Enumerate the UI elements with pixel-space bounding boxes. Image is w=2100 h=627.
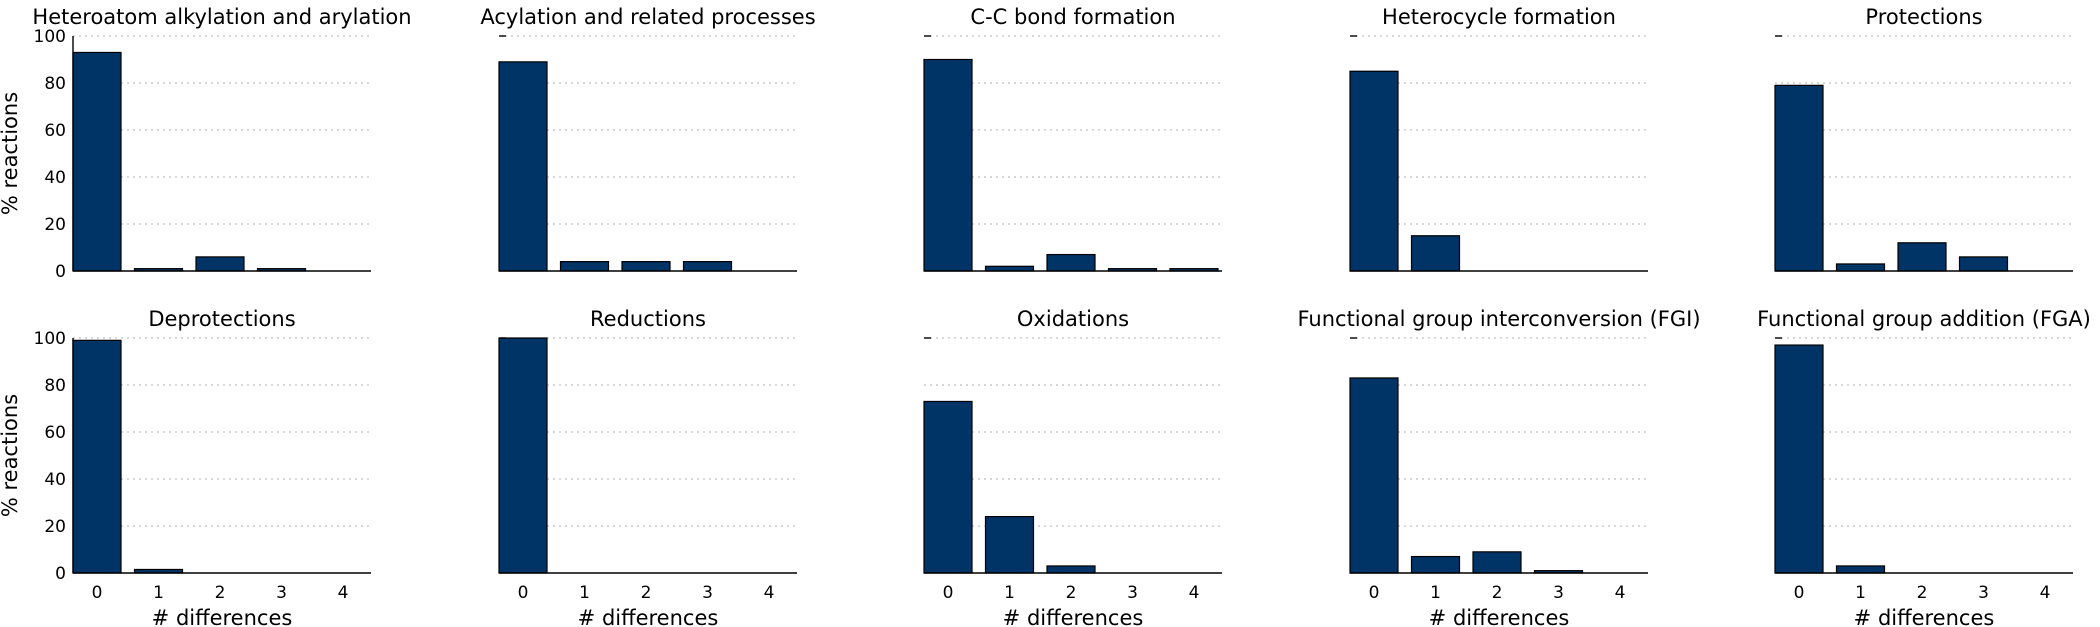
x-tick-label: 0 bbox=[1369, 583, 1380, 603]
panel-title: C-C bond formation bbox=[970, 5, 1175, 29]
panel-title: Oxidations bbox=[1017, 307, 1129, 331]
y-tick-label: 0 bbox=[55, 564, 66, 584]
x-tick-label: 2 bbox=[1492, 583, 1503, 603]
bar-0 bbox=[1774, 84, 1824, 272]
bar-0 bbox=[72, 339, 122, 574]
x-tick-label: 3 bbox=[702, 583, 713, 603]
x-tick-label: 4 bbox=[338, 583, 349, 603]
bar-1 bbox=[1410, 235, 1461, 272]
bar-1 bbox=[984, 265, 1035, 272]
y-tick-label: 100 bbox=[34, 27, 66, 47]
panel-title: Acylation and related processes bbox=[480, 5, 815, 29]
bar-0 bbox=[498, 337, 548, 574]
x-tick-label: 4 bbox=[2040, 583, 2051, 603]
x-axis-label: # differences bbox=[578, 606, 719, 627]
x-tick-label: 1 bbox=[579, 583, 590, 603]
y-tick-label: 80 bbox=[44, 376, 66, 396]
bar-1 bbox=[559, 261, 610, 272]
y-tick-label: 40 bbox=[44, 168, 66, 188]
bar-1 bbox=[1410, 555, 1461, 574]
y-tick-label: 100 bbox=[34, 329, 66, 349]
x-tick-label: 2 bbox=[1066, 583, 1077, 603]
bar-0 bbox=[498, 61, 548, 272]
panel-title: Heteroatom alkylation and arylation bbox=[32, 5, 411, 29]
y-axis-label: % reactions bbox=[0, 394, 22, 517]
x-tick-label: 3 bbox=[1978, 583, 1989, 603]
x-tick-label: 4 bbox=[764, 583, 775, 603]
bar-1 bbox=[984, 515, 1035, 574]
bar-0 bbox=[1774, 344, 1824, 574]
bar-0 bbox=[72, 51, 122, 272]
y-tick-label: 80 bbox=[44, 74, 66, 94]
bar-2 bbox=[1472, 551, 1522, 574]
bar-2 bbox=[1046, 565, 1096, 574]
x-tick-label: 2 bbox=[1917, 583, 1928, 603]
y-axis-label: % reactions bbox=[0, 92, 22, 215]
bar-0 bbox=[923, 58, 973, 272]
bar-2 bbox=[195, 256, 245, 272]
bar-2 bbox=[1046, 253, 1096, 272]
x-tick-label: 3 bbox=[1553, 583, 1564, 603]
x-tick-label: 4 bbox=[1615, 583, 1626, 603]
x-tick-label: 2 bbox=[641, 583, 652, 603]
x-tick-label: 0 bbox=[1794, 583, 1805, 603]
panel-title: Reductions bbox=[590, 307, 706, 331]
bar-3 bbox=[1958, 256, 2009, 272]
x-axis-label: # differences bbox=[1003, 606, 1144, 627]
x-axis-label: # differences bbox=[1429, 606, 1570, 627]
bar-0 bbox=[1349, 377, 1399, 574]
x-tick-label: 1 bbox=[153, 583, 164, 603]
x-axis-label: # differences bbox=[152, 606, 293, 627]
x-tick-label: 3 bbox=[1127, 583, 1138, 603]
panel-title: Functional group interconversion (FGI) bbox=[1297, 307, 1700, 331]
x-tick-label: 0 bbox=[518, 583, 529, 603]
x-tick-label: 3 bbox=[276, 583, 287, 603]
y-tick-label: 60 bbox=[44, 121, 66, 141]
y-tick-label: 0 bbox=[55, 262, 66, 282]
panel-title: Protections bbox=[1865, 5, 1982, 29]
bar-1 bbox=[1835, 565, 1886, 574]
bar-2 bbox=[1897, 242, 1947, 272]
bar-0 bbox=[923, 400, 973, 574]
x-tick-label: 2 bbox=[215, 583, 226, 603]
y-tick-label: 20 bbox=[44, 517, 66, 537]
x-tick-label: 0 bbox=[92, 583, 103, 603]
y-tick-label: 20 bbox=[44, 215, 66, 235]
bar-1 bbox=[1835, 263, 1886, 272]
panel-title: Heterocycle formation bbox=[1382, 5, 1616, 29]
x-tick-label: 4 bbox=[1189, 583, 1200, 603]
x-tick-label: 1 bbox=[1855, 583, 1866, 603]
bar-3 bbox=[682, 261, 733, 272]
bar-0 bbox=[1349, 70, 1399, 272]
panel-title: Deprotections bbox=[148, 307, 295, 331]
y-tick-label: 40 bbox=[44, 470, 66, 490]
y-tick-label: 60 bbox=[44, 423, 66, 443]
x-tick-label: 1 bbox=[1430, 583, 1441, 603]
x-axis-label: # differences bbox=[1854, 606, 1995, 627]
panel-title: Functional group addition (FGA) bbox=[1757, 307, 2091, 331]
x-tick-label: 1 bbox=[1004, 583, 1015, 603]
bar-2 bbox=[621, 261, 671, 272]
x-tick-label: 0 bbox=[943, 583, 954, 603]
